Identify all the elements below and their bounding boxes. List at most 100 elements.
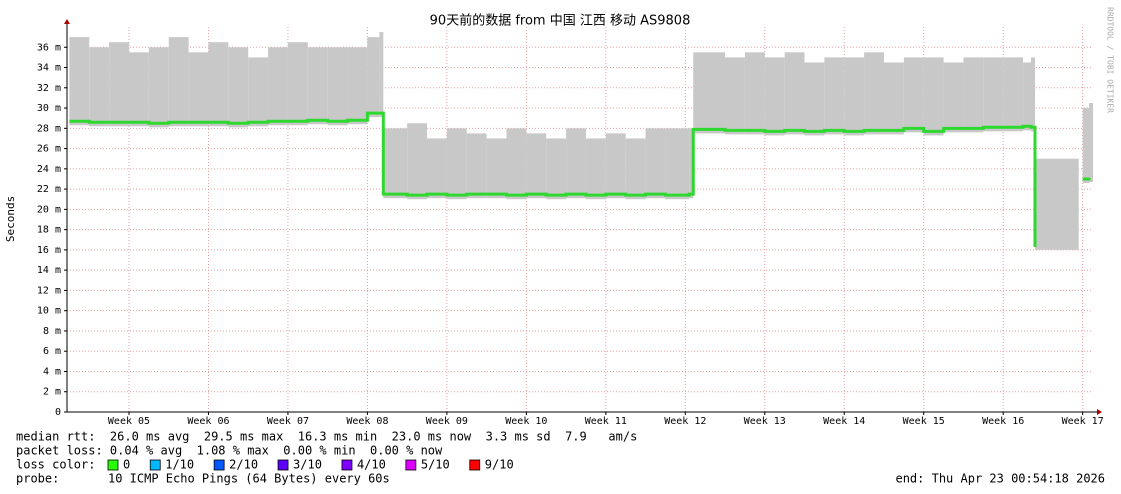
smoke [625, 138, 646, 200]
end-time: end: Thu Apr 23 00:54:18 2026 [895, 472, 1105, 486]
loss-swatch [107, 459, 119, 471]
probe: 10 ICMP Echo Pings (64 Bytes) every 60s [108, 472, 390, 486]
smoke [744, 52, 765, 135]
smoke [605, 133, 626, 199]
smoke [383, 128, 408, 199]
loss-label: loss color: [16, 458, 95, 472]
smoke [693, 52, 726, 134]
loss-swatch [341, 459, 353, 471]
loss-swatch [469, 459, 481, 471]
loss-name: 1/10 [165, 458, 194, 472]
stats-line: packet loss: 0.04 % avg 1.08 % max 0.00 … [16, 444, 443, 458]
y-tick-label: 10 m [37, 306, 61, 317]
smoke [128, 52, 149, 127]
smoke [546, 138, 567, 200]
smoke [347, 47, 368, 125]
smoke [379, 32, 384, 118]
loss-swatch [277, 459, 289, 471]
smoke [188, 52, 209, 127]
smoke [486, 138, 507, 199]
smoke [585, 138, 606, 200]
x-tick-label: Week 09 [426, 416, 468, 427]
smoke [983, 57, 1004, 132]
x-tick-label: Week 10 [505, 416, 547, 427]
smoke [526, 133, 547, 199]
y-tick-label: 4 m [43, 366, 61, 377]
y-tick-label: 22 m [37, 184, 61, 195]
y-arrow [64, 19, 70, 24]
x-tick-label: Week 12 [664, 416, 706, 427]
smoke [566, 128, 586, 199]
smoke [506, 128, 527, 200]
smoke [864, 52, 884, 135]
x-tick-label: Week 13 [744, 416, 786, 427]
smoke [407, 123, 428, 200]
smoke [665, 128, 690, 200]
y-tick-label: 30 m [37, 103, 61, 114]
smoke [89, 47, 110, 127]
y-tick-label: 8 m [43, 326, 61, 337]
smoke [148, 47, 169, 128]
loss-swatch [405, 459, 417, 471]
smoke [645, 128, 666, 199]
smoke [824, 57, 845, 135]
smoke [943, 62, 964, 133]
smoke [466, 133, 487, 199]
smoke [446, 128, 467, 200]
x-arrow [1097, 409, 1102, 415]
stats-line: median rtt: 26.0 ms avg 29.5 ms max 16.3… [16, 430, 637, 444]
median-line [69, 111, 1091, 247]
smoke [307, 47, 328, 125]
smoke [1082, 108, 1090, 184]
smoke [168, 37, 189, 127]
smoke [367, 37, 380, 118]
smoke [1034, 158, 1079, 250]
x-tick-label: Week 14 [823, 416, 865, 427]
y-tick-label: 32 m [37, 83, 61, 94]
smoke [248, 57, 269, 127]
x-tick-label: Week 06 [187, 416, 229, 427]
loss-swatch [149, 459, 161, 471]
x-tick-label: Week 07 [267, 416, 309, 427]
y-tick-label: 0 [55, 407, 61, 418]
y-tick-label: 28 m [37, 123, 61, 134]
smoke [1031, 57, 1035, 132]
smoke [903, 57, 924, 133]
smoke [327, 47, 348, 126]
smoke [784, 52, 805, 135]
loss-name: 3/10 [293, 458, 322, 472]
loss-name: 4/10 [357, 458, 386, 472]
loss-name: 5/10 [421, 458, 450, 472]
loss-swatch [213, 459, 225, 471]
smoke [268, 47, 288, 126]
loss-name: 9/10 [485, 458, 514, 472]
smoke [427, 138, 447, 199]
smoke [963, 57, 984, 133]
y-tick-label: 24 m [37, 164, 61, 175]
smoke [109, 42, 129, 127]
x-tick-label: Week 15 [903, 416, 945, 427]
y-tick-label: 18 m [37, 225, 61, 236]
plot [69, 32, 1093, 250]
smoke [725, 57, 745, 135]
x-tick-label: Week 11 [585, 416, 627, 427]
smoke [69, 37, 90, 126]
side-note: RRDTOOL / TOBI OETIKER [1106, 7, 1115, 113]
x-tick-label: Week 05 [108, 416, 150, 427]
smoke [689, 128, 694, 199]
smoke [1023, 62, 1032, 131]
y-tick-label: 12 m [37, 285, 61, 296]
y-tick-label: 20 m [37, 204, 61, 215]
loss-name: 0 [123, 458, 130, 472]
probe-label: probe: [16, 472, 59, 486]
y-tick-label: 6 m [43, 346, 61, 357]
y-tick-label: 36 m [37, 42, 61, 53]
smoke [228, 47, 249, 128]
smoke [844, 57, 865, 136]
loss-name: 2/10 [229, 458, 258, 472]
x-tick-label: Week 08 [346, 416, 388, 427]
smoke [883, 62, 904, 135]
y-tick-label: 26 m [37, 144, 61, 155]
y-tick-label: 2 m [43, 387, 61, 398]
